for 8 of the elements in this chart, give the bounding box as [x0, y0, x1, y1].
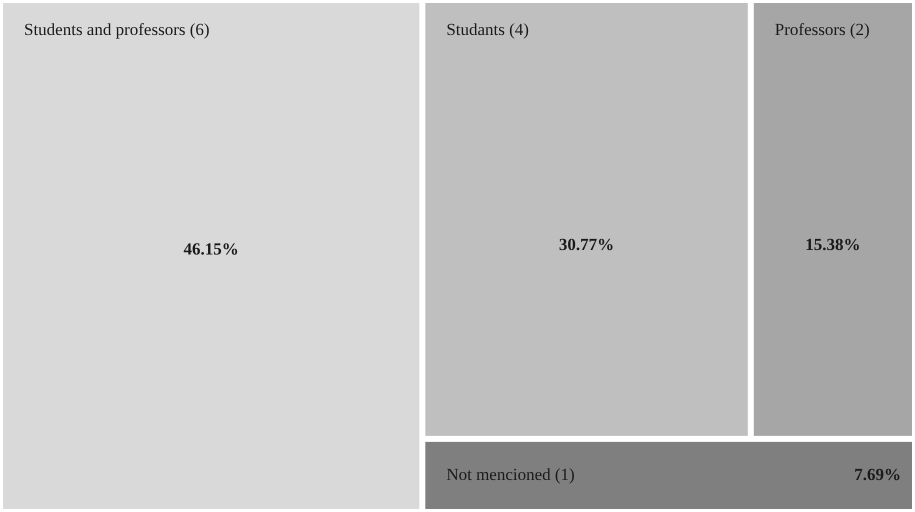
category-label: Professors (2) — [774, 20, 870, 39]
category-label: Studants (4) — [446, 20, 529, 39]
data-label: 7.69% — [854, 464, 901, 484]
data-label: 46.15% — [184, 239, 239, 258]
data-label: 30.77% — [558, 235, 614, 254]
data-label: 15.38% — [805, 235, 861, 254]
category-label: Not mencioned (1) — [446, 464, 575, 484]
category-label: Students and professors (6) — [24, 20, 210, 39]
